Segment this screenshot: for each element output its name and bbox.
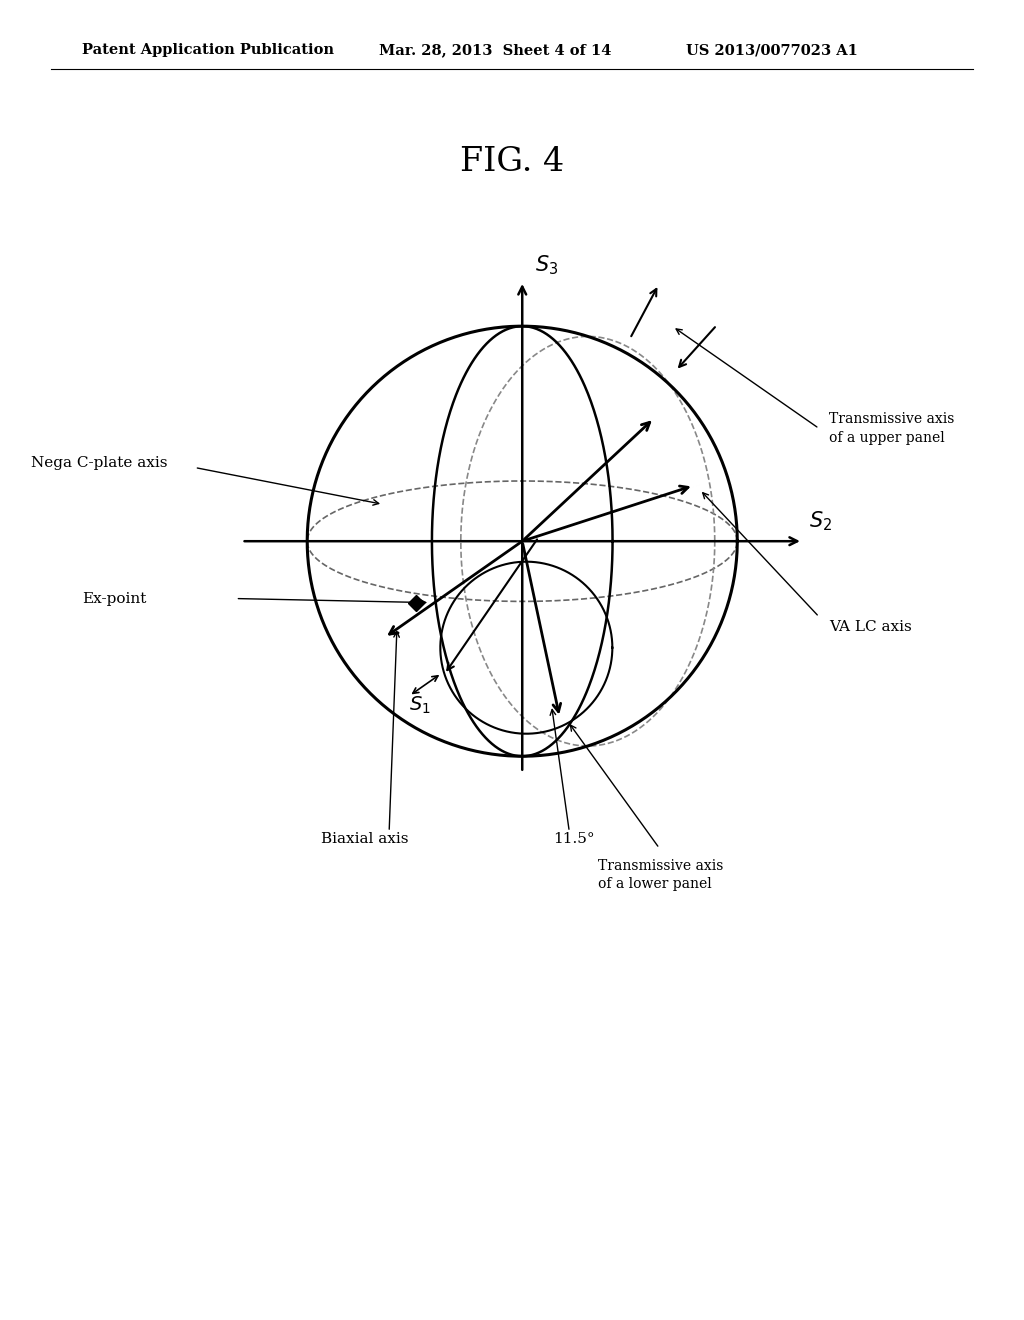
Text: $S_3$: $S_3$ <box>535 253 558 277</box>
Text: Ex-point: Ex-point <box>82 591 146 606</box>
Text: US 2013/0077023 A1: US 2013/0077023 A1 <box>686 44 858 57</box>
Text: $S_1$: $S_1$ <box>409 694 431 715</box>
Text: Nega C-plate axis: Nega C-plate axis <box>31 457 167 470</box>
Text: $S_2$: $S_2$ <box>809 510 833 533</box>
Text: 11.5°: 11.5° <box>553 832 595 846</box>
Text: Transmissive axis
of a lower panel: Transmissive axis of a lower panel <box>598 858 723 891</box>
Text: FIG. 4: FIG. 4 <box>460 147 564 178</box>
Text: Patent Application Publication: Patent Application Publication <box>82 44 334 57</box>
Text: VA LC axis: VA LC axis <box>829 620 912 634</box>
Text: Mar. 28, 2013  Sheet 4 of 14: Mar. 28, 2013 Sheet 4 of 14 <box>379 44 611 57</box>
Text: Biaxial axis: Biaxial axis <box>321 832 409 846</box>
Text: Transmissive axis
of a upper panel: Transmissive axis of a upper panel <box>829 412 954 445</box>
